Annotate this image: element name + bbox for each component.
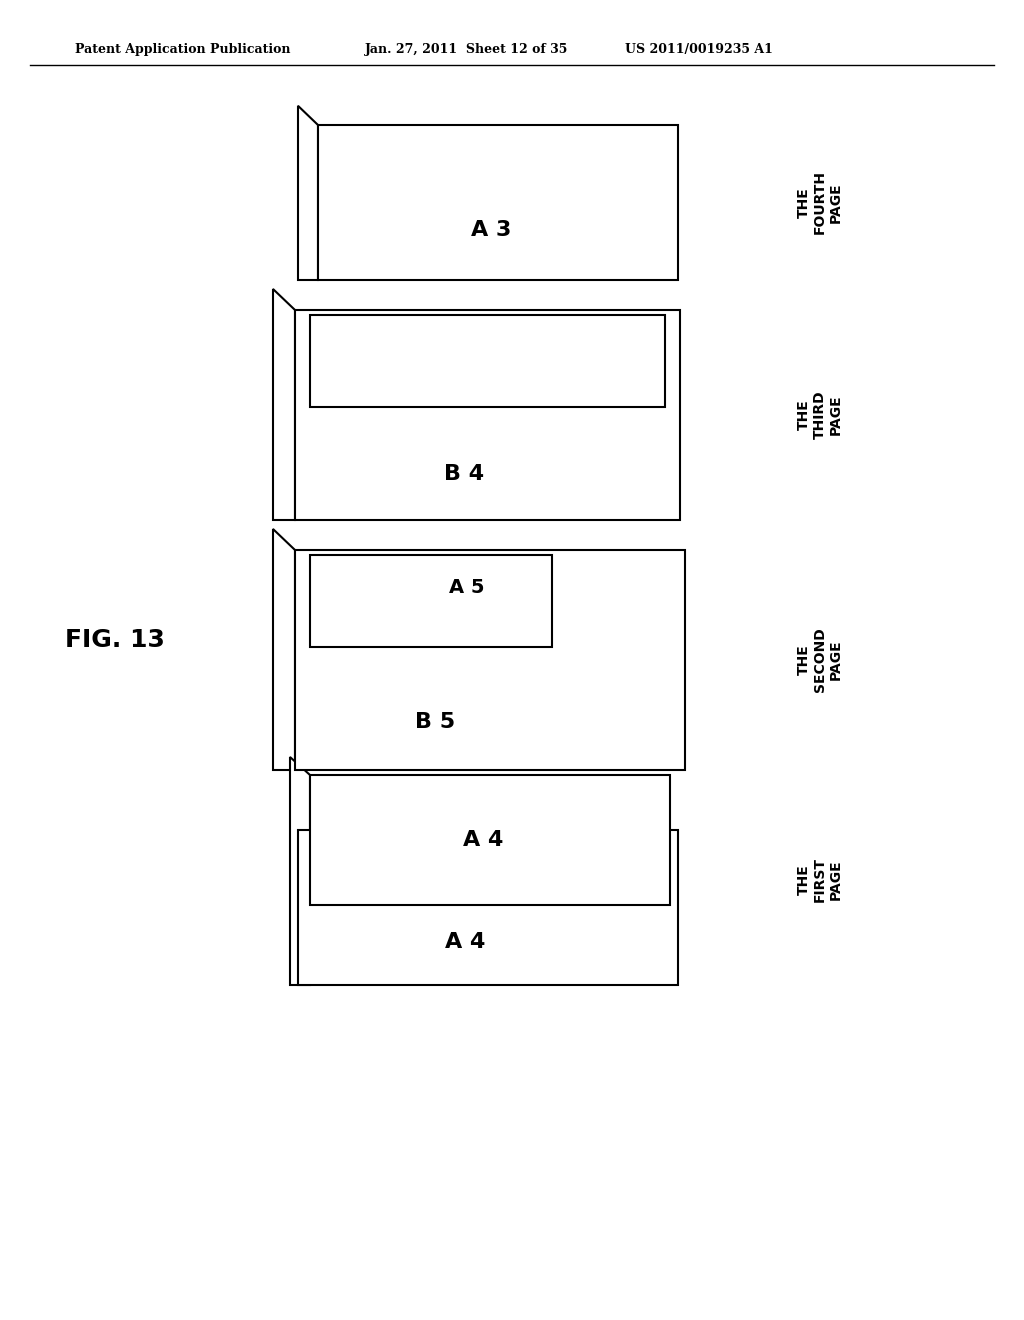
Text: A 4: A 4: [445, 932, 485, 952]
Polygon shape: [273, 529, 295, 770]
Text: THE
SECOND
PAGE: THE SECOND PAGE: [797, 627, 843, 693]
Text: A 4: A 4: [463, 830, 503, 850]
Text: B 4: B 4: [444, 463, 484, 484]
Polygon shape: [298, 106, 318, 280]
Text: B 5: B 5: [416, 711, 456, 731]
Bar: [310, 554, 552, 647]
Text: THE
FIRST
PAGE: THE FIRST PAGE: [797, 858, 843, 903]
Text: A 5: A 5: [450, 578, 485, 597]
Text: US 2011/0019235 A1: US 2011/0019235 A1: [625, 44, 773, 57]
Text: FIG. 13: FIG. 13: [66, 628, 165, 652]
Polygon shape: [273, 289, 295, 520]
Text: Jan. 27, 2011  Sheet 12 of 35: Jan. 27, 2011 Sheet 12 of 35: [365, 44, 568, 57]
Bar: [298, 830, 678, 985]
Text: Patent Application Publication: Patent Application Publication: [75, 44, 291, 57]
Bar: [310, 775, 670, 906]
Polygon shape: [290, 756, 310, 985]
Text: A 3: A 3: [471, 220, 511, 240]
Text: THE
FOURTH
PAGE: THE FOURTH PAGE: [797, 170, 843, 235]
Bar: [295, 310, 680, 520]
Bar: [310, 315, 665, 408]
Bar: [318, 125, 678, 280]
Bar: [295, 550, 685, 770]
Text: THE
THIRD
PAGE: THE THIRD PAGE: [797, 391, 843, 440]
